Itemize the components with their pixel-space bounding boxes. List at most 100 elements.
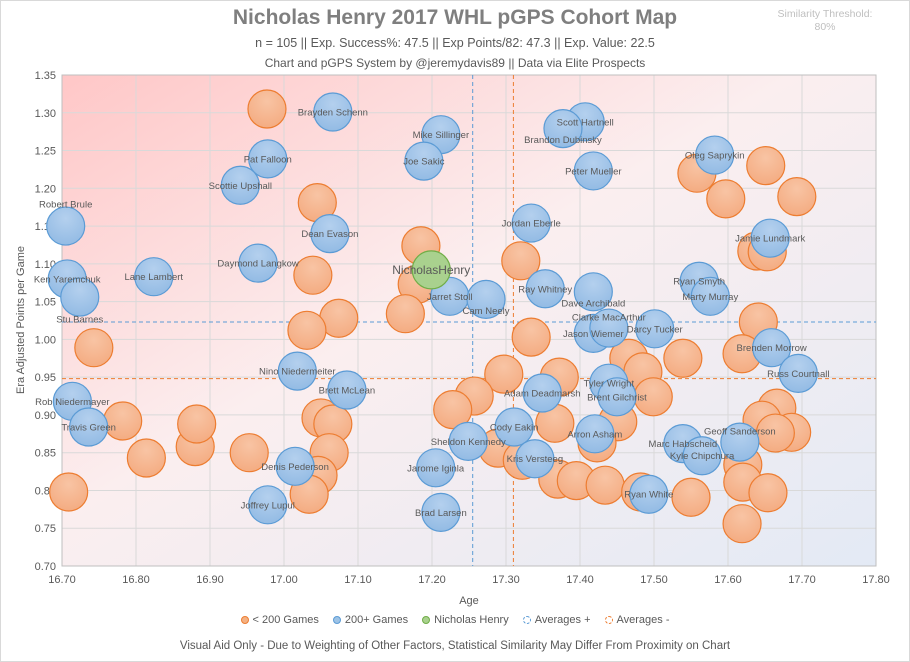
legend-averages-plus: Averages + (522, 614, 591, 626)
x-tick-label: 17.50 (640, 574, 668, 586)
bubble-under-200-games (74, 328, 114, 368)
player-label-nicholas-henry: NicholasHenry (392, 263, 470, 277)
bubble-200-plus-games (404, 141, 444, 181)
y-tick-label: 1.20 (35, 183, 56, 195)
player-label: Joe Sakic (403, 157, 444, 168)
bubble-under-200-games (511, 317, 551, 357)
player-label: Ryan White (624, 490, 673, 501)
bubble-under-200-games (722, 504, 762, 544)
x-axis-title: Age (459, 595, 479, 607)
bubble-200-plus-games (313, 92, 353, 132)
bubble-200-plus-games (416, 448, 456, 488)
x-tick-label: 16.70 (48, 574, 76, 586)
green-dot-icon (422, 616, 431, 624)
bubble-under-200-games (706, 179, 746, 219)
x-tick-label: 16.80 (122, 574, 150, 586)
bubble-200-plus-games (573, 272, 613, 312)
x-tick-label: 17.30 (492, 574, 520, 586)
player-label: Jamie Lundmark (735, 234, 805, 245)
player-label: Adam Deadmarsh (504, 389, 581, 400)
player-label: Kyle Chipchura (670, 451, 735, 462)
player-label: Brent Gilchrist (587, 392, 647, 403)
player-label: Dave Archibald (561, 298, 625, 309)
bubble-under-200-games (229, 433, 269, 473)
bubble-200-plus-games (238, 243, 278, 283)
legend: < 200 Games 200+ Games Nicholas Henry Av… (0, 614, 910, 626)
x-tick-label: 17.80 (862, 574, 890, 586)
bubble-under-200-games (247, 89, 287, 129)
legend-under-200: < 200 Games (240, 614, 319, 626)
x-tick-label: 17.00 (270, 574, 298, 586)
bubble-200-plus-games (448, 421, 488, 461)
y-tick-label: 0.90 (35, 410, 56, 422)
plot-border (61, 74, 877, 567)
bubble-200-plus-games (695, 135, 735, 175)
player-label: Brad Larsen (415, 508, 467, 519)
player-label: Denis Pederson (261, 462, 329, 473)
player-label: Brett McLean (319, 385, 376, 396)
bubble-200-plus-games (511, 203, 551, 243)
bubble-under-200-games (585, 465, 625, 505)
dashed-blue-circle-icon (522, 616, 531, 624)
x-tick-label: 17.70 (788, 574, 816, 586)
player-label: Rob Niedermayer (35, 397, 109, 408)
bubble-under-200-games (385, 294, 425, 334)
bubble-200-plus-games (750, 218, 790, 258)
player-label: Tyler Wright (584, 379, 635, 390)
y-tick-label: 0.95 (35, 372, 56, 384)
player-label: Ray Whitney (518, 284, 572, 295)
y-tick-label: 1.25 (35, 146, 56, 158)
bubble-200-plus-games (690, 276, 730, 316)
player-label: Dean Evason (301, 229, 358, 240)
bubble-200-plus-games (327, 370, 367, 410)
similarity-threshold: Similarity Threshold: 80% (760, 8, 890, 34)
bubble-200-plus-games (522, 373, 562, 413)
chart-subtitle: n = 105 || Exp. Success%: 47.5 || Exp Po… (255, 36, 655, 50)
y-tick-label: 0.85 (35, 448, 56, 460)
bubble-200-plus-games (589, 308, 629, 348)
y-tick-label: 1.35 (35, 70, 56, 82)
player-label: Lane Lambert (124, 272, 183, 283)
player-label: Sheldon Kennedy (431, 437, 506, 448)
y-tick-label: 1.30 (35, 108, 56, 120)
y-tick-label: 1.00 (35, 334, 56, 346)
bubble-under-200-games (777, 177, 817, 217)
bubble-under-200-games (748, 473, 788, 513)
legend-averages-minus: Averages - (604, 614, 670, 626)
bubble-under-200-games (433, 390, 473, 430)
player-label: Brandon Dubinsky (524, 135, 602, 146)
bubble-200-plus-games (635, 309, 675, 349)
chart-title: Nicholas Henry 2017 WHL pGPS Cohort Map (232, 6, 678, 29)
player-label: Ken Yaremchuk (34, 274, 101, 285)
bubble-under-200-games (671, 477, 711, 517)
bubble-under-200-games (177, 404, 217, 444)
x-tick-label: 17.20 (418, 574, 446, 586)
bubble-200-plus-games (515, 439, 555, 479)
y-axis-title: Era Adjusted Points per Game (15, 246, 27, 394)
bubble-200-plus-games (220, 165, 260, 205)
bubble-under-200-games (484, 354, 524, 394)
player-label: Kris Versteeg (507, 454, 564, 465)
player-label: Mike Sillinger (413, 130, 470, 141)
x-tick-label: 17.60 (714, 574, 742, 586)
player-label: Cam Neely (463, 306, 510, 317)
player-label: Ryan Smyth (673, 277, 725, 288)
bubble-200-plus-games (752, 328, 792, 368)
bubble-under-200-games (663, 338, 703, 378)
player-label: Scottie Upshall (209, 181, 272, 192)
player-label: Russ Courtnall (767, 369, 829, 380)
player-label: Jordan Eberle (502, 219, 561, 230)
legend-label: < 200 Games (252, 614, 319, 626)
y-tick-label: 1.10 (35, 259, 56, 271)
bubble-200-plus-games (46, 206, 86, 246)
bubble-200-plus-games (134, 257, 174, 297)
player-label: Peter Mueller (565, 166, 622, 177)
player-label: Jarome Iginla (407, 463, 465, 474)
player-label: Oleg Saprykin (685, 151, 745, 162)
bubble-200-plus-games (421, 492, 461, 532)
legend-label: Nicholas Henry (434, 614, 509, 626)
orange-dot-icon (240, 616, 249, 624)
player-label: Brenden Morrow (737, 343, 807, 354)
bubble-under-200-games (501, 241, 541, 281)
